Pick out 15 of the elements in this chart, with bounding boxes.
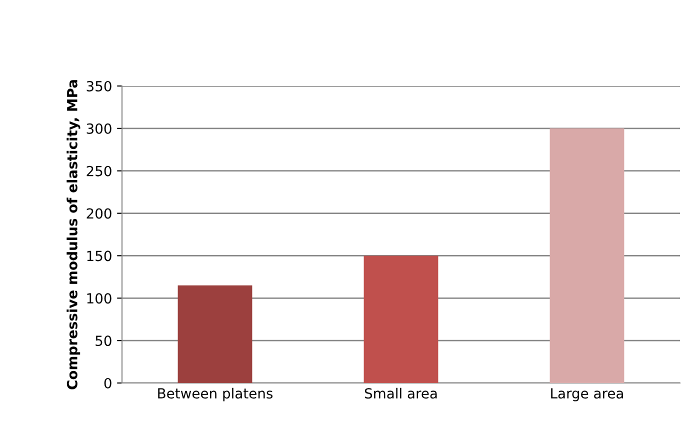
x-tick-label: Small area	[364, 388, 437, 399]
x-tick-label: Large area	[551, 388, 623, 402]
y-tick-label: 50	[96, 336, 112, 346]
bar	[364, 256, 438, 383]
y-tick-label: 0	[104, 378, 112, 388]
y-tick-label: 300	[86, 123, 112, 134]
y-tick-label: 100	[87, 293, 112, 304]
bar	[178, 285, 252, 383]
y-tick-label: 150	[87, 250, 112, 262]
bar	[550, 128, 624, 383]
y-tick-label: 250	[86, 166, 112, 176]
y-tick-label: 200	[86, 208, 112, 219]
y-tick-label: 350	[86, 80, 112, 92]
x-tick-label: Between platens	[158, 388, 273, 402]
y-axis-title: Compressive modulus of elasticity, MPa	[66, 80, 80, 390]
